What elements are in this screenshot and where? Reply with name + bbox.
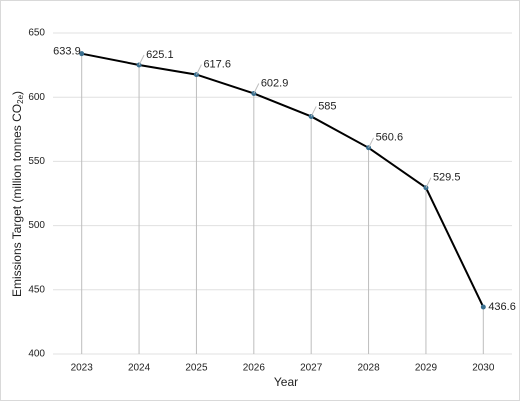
x-tick-label: 2030 — [472, 363, 495, 374]
data-label: 560.6 — [376, 132, 404, 144]
x-tick-label: 2027 — [300, 363, 323, 374]
marker — [480, 304, 486, 310]
data-label: 585 — [318, 100, 336, 112]
label-leader — [310, 106, 317, 117]
data-label: 529.5 — [433, 172, 461, 184]
marker — [79, 51, 85, 57]
y-axis-label-sub: 2e — [16, 94, 25, 103]
series-line — [81, 52, 485, 308]
y-tick-label: 650 — [28, 28, 45, 39]
x-axis-label: Year — [274, 375, 298, 389]
label-leader — [253, 83, 260, 94]
label-leader — [195, 64, 202, 75]
label-leader — [425, 177, 432, 188]
x-tick-label: 2026 — [243, 363, 266, 374]
label-leader — [368, 137, 375, 149]
data-label: 625.1 — [146, 49, 174, 61]
y-tick-label: 550 — [28, 156, 45, 167]
x-tick-label: 2029 — [415, 363, 438, 374]
y-axis-label: Emissions Target (million tonnes CO2e) — [10, 91, 25, 297]
y-axis-label-main: Emissions Target (million tonnes CO — [10, 104, 24, 297]
data-label: 633.9 — [53, 46, 81, 58]
y-tick-label: 450 — [28, 284, 45, 295]
x-tick-label: 2023 — [71, 363, 94, 374]
x-tick-label: 2028 — [357, 363, 380, 374]
y-tick-label: 600 — [28, 92, 45, 103]
data-label: 617.6 — [203, 59, 231, 71]
y-tick-label: 400 — [28, 349, 45, 360]
x-tick-label: 2025 — [185, 363, 208, 374]
y-axis-label-end: ) — [10, 91, 24, 95]
data-label: 602.9 — [261, 77, 289, 89]
label-leader — [138, 54, 145, 66]
y-tick-label: 500 — [28, 220, 45, 231]
data-label: 436.6 — [488, 301, 516, 313]
x-tick-label: 2024 — [128, 363, 151, 374]
